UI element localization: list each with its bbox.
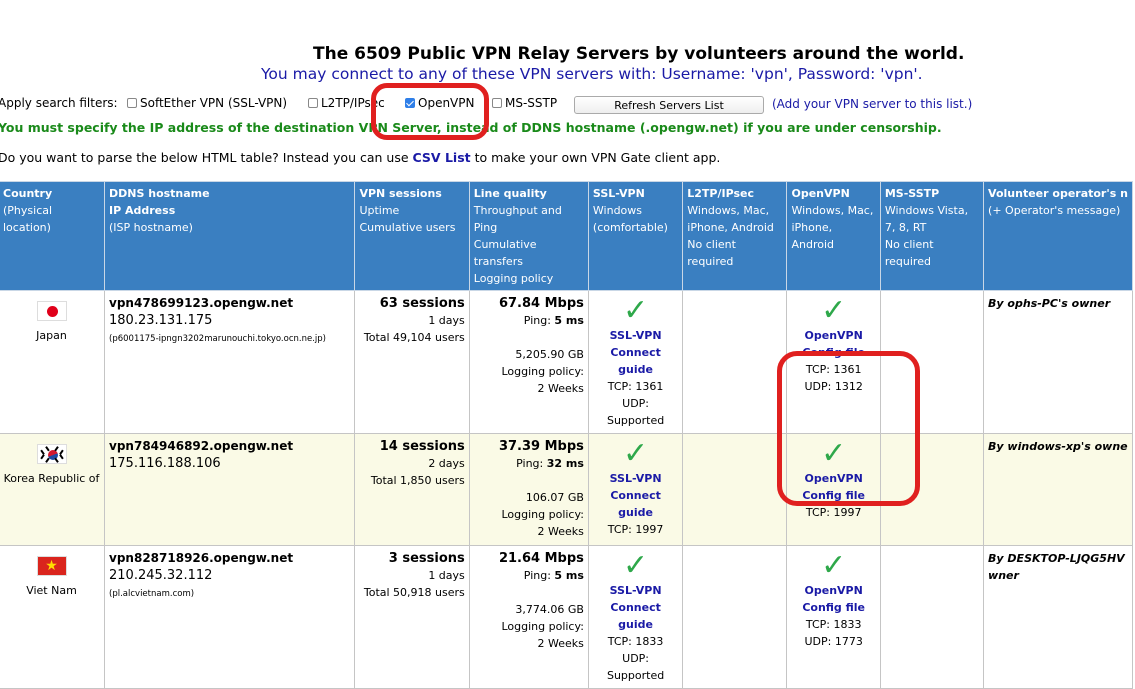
check-icon: ✓	[623, 293, 649, 328]
openvpn-link[interactable]: OpenVPN	[804, 472, 863, 485]
check-icon: ✓	[821, 293, 847, 328]
check-icon: ✓	[623, 436, 649, 471]
ip-address: 175.116.188.106	[109, 456, 221, 471]
sessions-cell: 3 sessions 1 days Total 50,918 users	[354, 545, 470, 689]
filter-softether-checkbox[interactable]	[127, 98, 137, 108]
add-server-link[interactable]: (Add your VPN server to this list.)	[772, 97, 973, 111]
header-openvpn: OpenVPN Windows, Mac, iPhone, Android	[786, 181, 881, 291]
table-header-row: Country (Physical location) DDNS hostname…	[0, 181, 1133, 291]
operator-cell: By windows-xp's owne	[983, 433, 1133, 546]
country-cell: Japan	[0, 290, 106, 434]
vietnam-flag-icon: ★	[36, 556, 67, 576]
isp-hostname: (pl.alcvietnam.com)	[109, 589, 195, 599]
mssstp-cell	[879, 290, 985, 434]
sessions-cell: 14 sessions 2 days Total 1,850 users	[354, 433, 470, 546]
sslvpn-link[interactable]: SSL-VPN	[609, 584, 662, 597]
isp-hostname: (p6001175-ipngn3202marunouchi.tokyo.ocn.…	[109, 334, 326, 344]
table-row: Japan vpn478699123.opengw.net 180.23.131…	[0, 290, 1133, 434]
openvpn-cell: ✓ OpenVPN Config file TCP: 1361 UDP: 131…	[786, 290, 881, 434]
mssstp-cell	[879, 545, 985, 689]
filter-softether[interactable]: SoftEther VPN (SSL-VPN)	[127, 96, 287, 110]
host-cell: vpn828718926.opengw.net 210.245.32.112 (…	[104, 545, 356, 689]
filter-openvpn[interactable]: OpenVPN	[405, 96, 474, 110]
header-l2tp: L2TP/IPsec Windows, Mac, iPhone, Android No…	[682, 181, 788, 291]
quality-cell: 37.39 Mbps Ping: 32 ms 106.07 GB Logging…	[468, 433, 589, 546]
config-file-link[interactable]: Config file	[802, 601, 866, 614]
filters-label: Apply search filters:	[0, 96, 118, 110]
country-cell: Korea Republic of	[0, 433, 106, 546]
check-icon: ✓	[821, 436, 847, 471]
l2tp-cell	[682, 545, 788, 689]
filter-l2tp-checkbox[interactable]	[308, 98, 318, 108]
mssstp-cell	[879, 433, 985, 546]
openvpn-link[interactable]: OpenVPN	[804, 329, 863, 342]
country-cell: ★ Viet Nam	[0, 545, 106, 689]
filter-mssstp[interactable]: MS-SSTP	[492, 96, 557, 110]
l2tp-cell	[682, 433, 788, 546]
sslvpn-cell: ✓ SSL-VPN Connect guide TCP: 1361 UDP: S…	[587, 290, 684, 434]
ip-address: 210.245.32.112	[109, 568, 213, 583]
filter-openvpn-checkbox[interactable]	[405, 98, 415, 108]
config-file-link[interactable]: Config file	[802, 346, 866, 359]
check-icon: ✓	[623, 548, 649, 583]
config-file-link[interactable]: Config file	[802, 489, 866, 502]
filter-l2tp[interactable]: L2TP/IPsec	[308, 96, 385, 110]
ddns-hostname: vpn478699123.opengw.net	[109, 296, 294, 310]
header-country: Country (Physical location)	[0, 181, 106, 291]
ddns-hostname: vpn828718926.opengw.net	[109, 551, 294, 565]
host-cell: vpn784946892.opengw.net 175.116.188.106	[104, 433, 356, 546]
connect-guide-link[interactable]: Connect guide	[610, 346, 661, 376]
ip-address: 180.23.131.175	[109, 313, 213, 328]
ddns-hostname: vpn784946892.opengw.net	[109, 439, 294, 453]
header-operator: Volunteer operator's n (+ Operator's mess…	[983, 181, 1133, 291]
sslvpn-link[interactable]: SSL-VPN	[609, 329, 662, 342]
sslvpn-link[interactable]: SSL-VPN	[609, 472, 662, 485]
csv-list-link[interactable]: CSV List	[412, 150, 471, 165]
filter-mssstp-checkbox[interactable]	[492, 98, 502, 108]
check-icon: ✓	[821, 548, 847, 583]
header-line-quality: Line quality Throughput and Ping Cumulativ…	[468, 181, 589, 291]
page-subtitle: You may connect to any of these VPN serv…	[261, 65, 923, 83]
korea-flag-icon	[36, 444, 67, 464]
sslvpn-cell: ✓ SSL-VPN Connect guide TCP: 1833 UDP: S…	[587, 545, 684, 689]
header-sslvpn: SSL-VPN Windows (comfortable)	[587, 181, 684, 291]
operator-cell: By DESKTOP-LJQG5HV wner	[983, 545, 1133, 689]
operator-cell: By ophs-PC's owner	[983, 290, 1133, 434]
host-cell: vpn478699123.opengw.net 180.23.131.175 (…	[104, 290, 356, 434]
sessions-cell: 63 sessions 1 days Total 49,104 users	[354, 290, 470, 434]
table-row: ★ Viet Nam vpn828718926.opengw.net 210.2…	[0, 545, 1133, 689]
censorship-notice: You must specify the IP address of the d…	[0, 120, 942, 135]
refresh-servers-button[interactable]: Refresh Servers List	[574, 96, 764, 114]
header-ddns: DDNS hostname IP Address (ISP hostname)	[104, 181, 356, 291]
openvpn-link[interactable]: OpenVPN	[804, 584, 863, 597]
server-table: Country (Physical location) DDNS hostname…	[0, 181, 1133, 689]
header-sessions: VPN sessions Uptime Cumulative users	[354, 181, 470, 291]
japan-flag-icon	[36, 301, 67, 321]
connect-guide-link[interactable]: Connect guide	[610, 489, 661, 519]
l2tp-cell	[682, 290, 788, 434]
quality-cell: 21.64 Mbps Ping: 5 ms 3,774.06 GB Loggin…	[468, 545, 589, 689]
parse-notice: Do you want to parse the below HTML tabl…	[0, 150, 721, 165]
openvpn-cell: ✓ OpenVPN Config file TCP: 1833 UDP: 177…	[786, 545, 881, 689]
table-row: Korea Republic of vpn784946892.opengw.ne…	[0, 433, 1133, 546]
quality-cell: 67.84 Mbps Ping: 5 ms 5,205.90 GB Loggin…	[468, 290, 589, 434]
header-mssstp: MS-SSTP Windows Vista, 7, 8, RT No client r…	[879, 181, 985, 291]
openvpn-cell: ✓ OpenVPN Config file TCP: 1997	[786, 433, 881, 546]
connect-guide-link[interactable]: Connect guide	[610, 601, 661, 631]
sslvpn-cell: ✓ SSL-VPN Connect guide TCP: 1997	[587, 433, 684, 546]
